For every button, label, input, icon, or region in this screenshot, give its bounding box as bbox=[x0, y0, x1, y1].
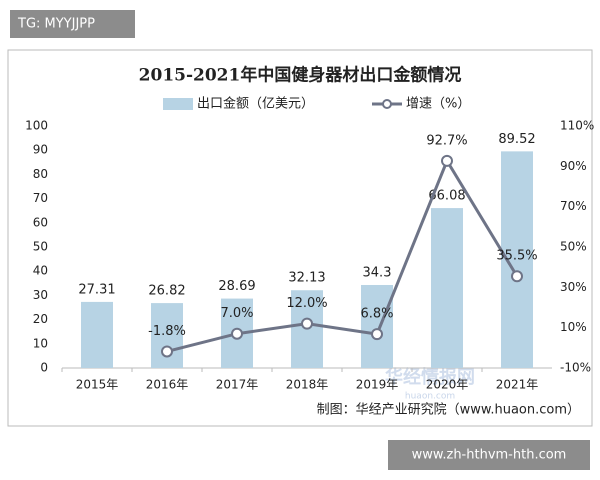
y-tick-label: 10 bbox=[33, 336, 48, 350]
bar-value-label: 34.3 bbox=[363, 265, 392, 280]
watermark-sub: huaon.com bbox=[405, 392, 455, 402]
url-box bbox=[388, 440, 590, 470]
x-tick-label: 2019年 bbox=[356, 378, 399, 392]
line-value-label: 35.5% bbox=[496, 249, 537, 264]
y-tick-label: 30 bbox=[33, 288, 48, 302]
y-tick-label: 20 bbox=[33, 312, 48, 326]
y2-tick-label: 90% bbox=[560, 159, 587, 173]
bar-value-label: 28.69 bbox=[218, 279, 255, 294]
legend-label: 出口金额（亿美元） bbox=[197, 96, 314, 112]
bar bbox=[81, 301, 113, 368]
x-tick-label: 2021年 bbox=[496, 378, 539, 392]
x-tick-label: 2017年 bbox=[216, 378, 259, 392]
line bbox=[166, 157, 519, 353]
y2-tick-label: -10% bbox=[560, 361, 591, 375]
line-value-label: 92.7% bbox=[426, 133, 467, 148]
line-marker bbox=[371, 328, 383, 341]
bar-value-label: 26.82 bbox=[148, 284, 185, 299]
x-tick-label: 2015年 bbox=[76, 378, 119, 392]
chart-title: 2015-2021年中国健身器材出口金额情况 bbox=[139, 65, 462, 86]
bar-value-label: 66.08 bbox=[428, 189, 465, 204]
y2-tick-label: 70% bbox=[560, 199, 587, 213]
y-tick-label: 100 bbox=[25, 119, 48, 133]
tag-text: TG: MYYJJPP bbox=[17, 17, 95, 32]
tag-box bbox=[10, 10, 135, 38]
y-tick-label: 40 bbox=[33, 264, 48, 278]
line-value-label: 12.0% bbox=[286, 296, 327, 311]
line-marker bbox=[161, 345, 173, 358]
line-marker bbox=[301, 317, 313, 330]
line-value-label: 7.0% bbox=[220, 306, 253, 321]
legend-swatch bbox=[382, 99, 392, 109]
x-tick-label: 2020年 bbox=[426, 378, 469, 392]
y2-tick-label: 110% bbox=[560, 119, 594, 133]
x-tick-label: 2018年 bbox=[286, 378, 329, 392]
url-text: www.zh-hthvm-hth.com bbox=[412, 448, 567, 463]
y-tick-label: 70 bbox=[33, 191, 48, 205]
bar bbox=[361, 284, 393, 368]
line-value-label: -1.8% bbox=[148, 324, 186, 339]
line-value-label: 6.8% bbox=[360, 307, 393, 322]
x-tick-label: 2016年 bbox=[146, 378, 189, 392]
y-tick-label: 90 bbox=[33, 143, 48, 157]
line-marker bbox=[511, 270, 523, 283]
legend-label: 增速（%） bbox=[406, 97, 470, 112]
y2-tick-label: 10% bbox=[560, 320, 587, 334]
bar-value-label: 27.31 bbox=[78, 282, 115, 297]
y2-tick-label: 30% bbox=[560, 280, 587, 294]
y-tick-label: 50 bbox=[33, 240, 48, 254]
y-tick-label: 0 bbox=[40, 361, 48, 375]
legend-swatch bbox=[163, 98, 193, 110]
y-tick-label: 60 bbox=[33, 215, 48, 229]
watermark: 华经情报网 bbox=[385, 366, 475, 388]
line-marker bbox=[231, 327, 243, 340]
y2-tick-label: 50% bbox=[560, 240, 587, 254]
source-note: 制图：华经产业研究院（www.huaon.com） bbox=[317, 403, 580, 418]
y-tick-label: 80 bbox=[33, 167, 48, 181]
bar bbox=[431, 208, 463, 368]
bar-value-label: 32.13 bbox=[288, 271, 325, 286]
line-marker bbox=[441, 154, 453, 167]
bar-value-label: 89.52 bbox=[498, 132, 535, 147]
